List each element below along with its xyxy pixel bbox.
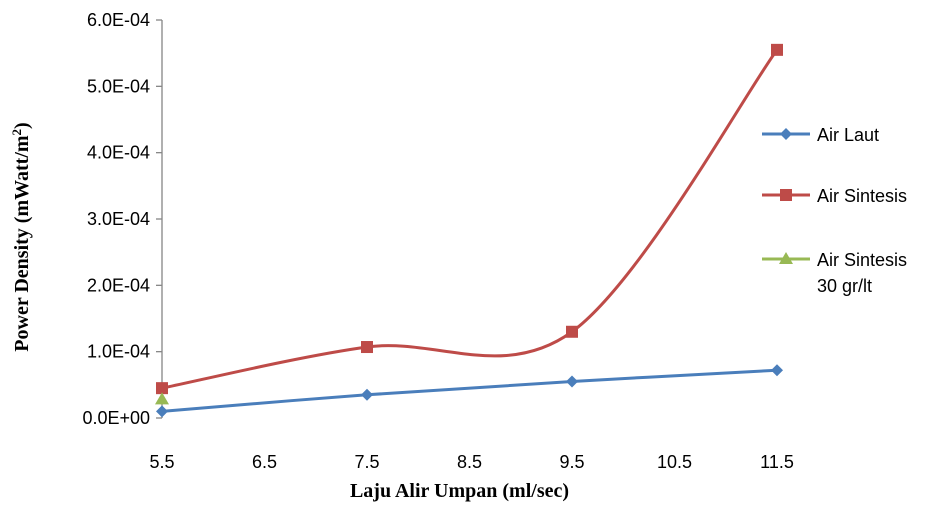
legend-item: Air Sintesis 30 gr/lt xyxy=(762,250,907,296)
series-air-sintesis-30-gr-lt xyxy=(155,392,169,405)
series-air-laut xyxy=(156,364,783,418)
series-air-sintesis xyxy=(156,43,783,395)
y-axis-title: Power Density (mWatt/m2) xyxy=(9,122,34,351)
data-point xyxy=(771,364,783,377)
axes: 0.0E+00 1.0E-04 2.0E-04 3.0E-04 4.0E-04 5.0E-… xyxy=(82,10,793,472)
y-tick-label: 5.0E-04 xyxy=(87,76,150,96)
x-tick-label: 9.5 xyxy=(559,452,584,472)
legend-label: 30 gr/lt xyxy=(817,276,872,296)
series-layer xyxy=(155,43,783,418)
y-tick-label: 1.0E-04 xyxy=(87,342,150,362)
legend-label: Air Sintesis xyxy=(817,250,907,270)
data-point xyxy=(566,375,578,388)
x-tick-label: 5.5 xyxy=(149,452,174,472)
x-tick-label: 6.5 xyxy=(252,452,277,472)
y-axis-title-close: ) xyxy=(11,122,33,129)
legend: Air Laut Air Sintesis Air Sintesis 30 gr/lt xyxy=(762,125,907,296)
data-point xyxy=(771,43,783,56)
x-axis-title: Laju Alir Umpan (ml/sec) xyxy=(350,480,569,502)
series-line xyxy=(161,48,779,390)
y-axis-title-superscript: 2 xyxy=(9,129,24,136)
y-tick-label: 2.0E-04 xyxy=(87,275,150,295)
x-axis-ticks: 5.5 6.5 7.5 8.5 9.5 10.5 11.5 xyxy=(149,452,793,472)
y-tick-label: 3.0E-04 xyxy=(87,209,150,229)
y-axis-ticks: 0.0E+00 1.0E-04 2.0E-04 3.0E-04 4.0E-04 5.0E-… xyxy=(82,10,162,428)
data-point xyxy=(361,341,373,354)
legend-marker xyxy=(779,252,793,264)
data-point xyxy=(156,382,168,395)
data-point xyxy=(156,405,168,418)
x-tick-label: 10.5 xyxy=(657,452,692,472)
x-tick-label: 11.5 xyxy=(760,452,794,472)
x-tick-label: 8.5 xyxy=(457,452,482,472)
y-tick-label: 4.0E-04 xyxy=(87,143,150,163)
series-line xyxy=(161,368,778,413)
legend-label: Air Laut xyxy=(817,125,879,145)
y-axis-title-main: Power Density (mWatt/m xyxy=(11,135,33,352)
data-point xyxy=(155,392,169,405)
data-point xyxy=(361,388,373,401)
x-tick-label: 7.5 xyxy=(354,452,379,472)
legend-marker xyxy=(780,128,792,140)
y-tick-label: 6.0E-04 xyxy=(87,10,150,30)
y-tick-label: 0.0E+00 xyxy=(82,408,150,428)
legend-marker xyxy=(780,189,792,201)
legend-label: Air Sintesis xyxy=(817,186,907,206)
data-point xyxy=(566,325,578,338)
legend-item: Air Laut xyxy=(762,125,879,145)
legend-item: Air Sintesis xyxy=(762,186,907,206)
